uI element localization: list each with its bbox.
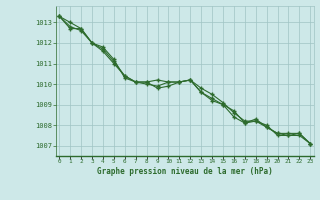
- X-axis label: Graphe pression niveau de la mer (hPa): Graphe pression niveau de la mer (hPa): [97, 167, 273, 176]
